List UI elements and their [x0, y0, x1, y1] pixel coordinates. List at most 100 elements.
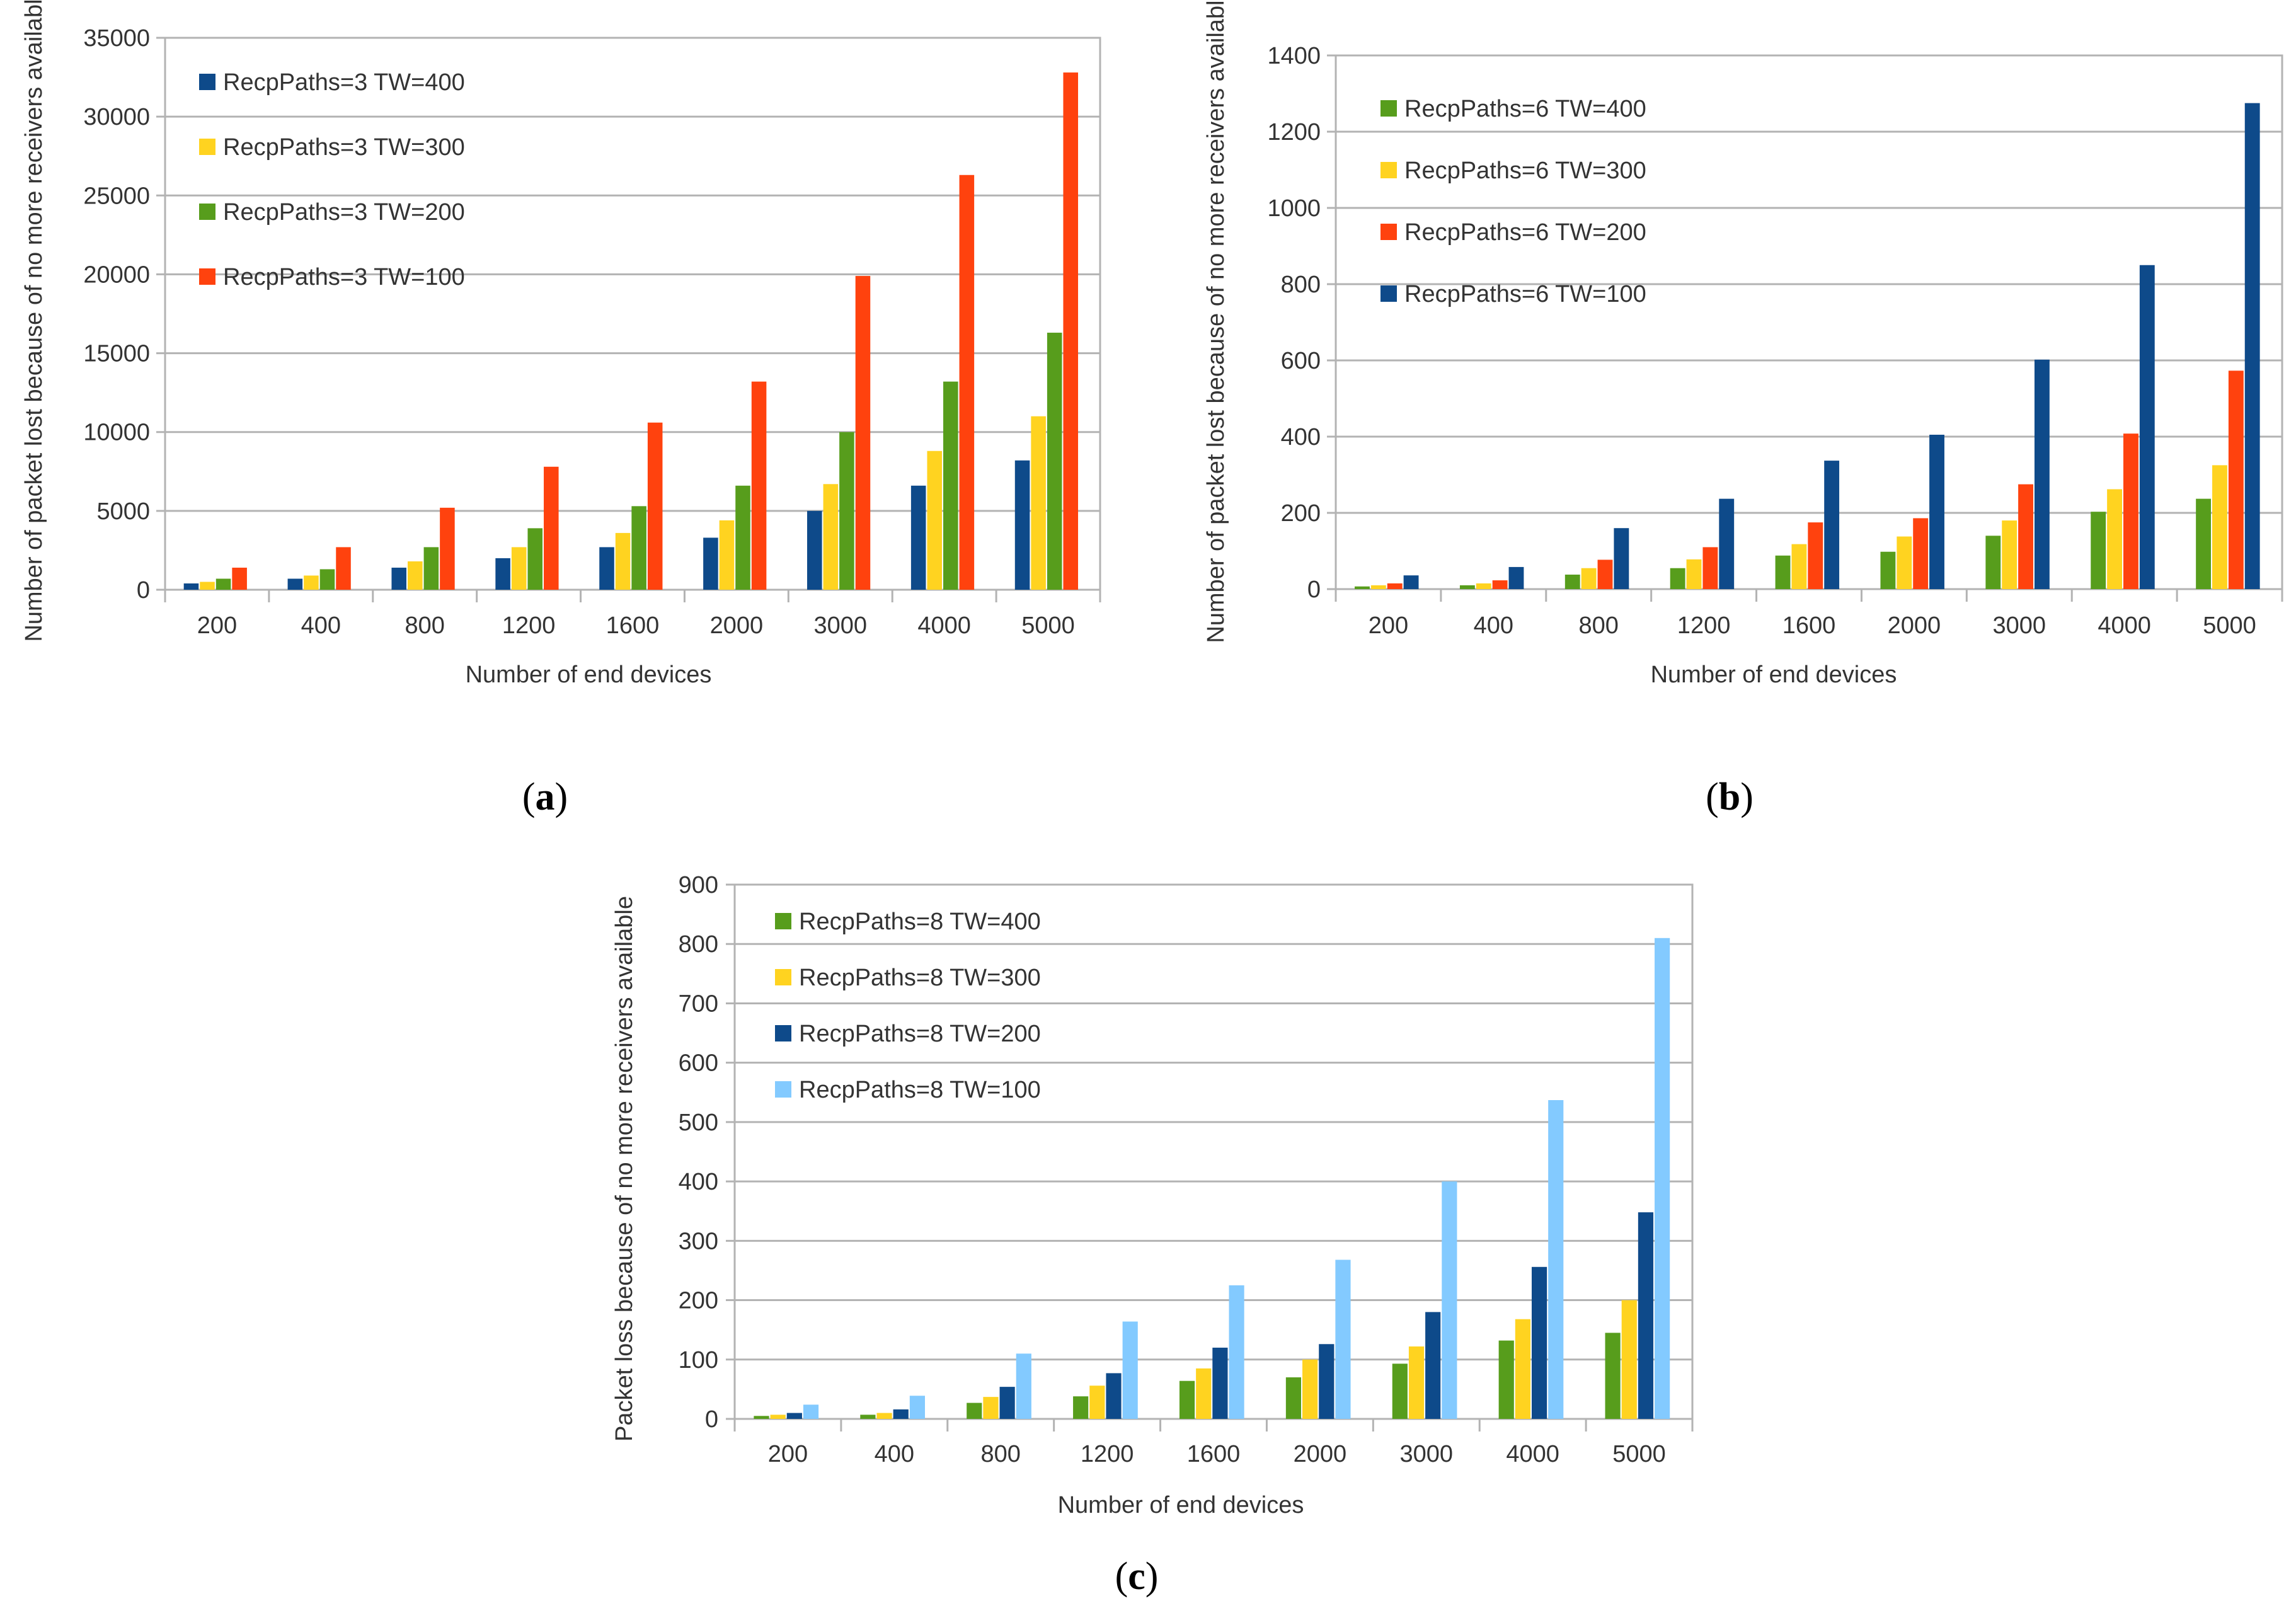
x-axis-label: Number of end devices	[466, 662, 712, 688]
bar-b-s2-800	[1581, 568, 1597, 589]
bar-c-s3-4000	[1531, 1266, 1547, 1419]
bar-b-s4-1200	[1719, 498, 1735, 589]
x-axis-label: Number of end devices	[1058, 1492, 1304, 1518]
bar-a-s2-3000	[823, 484, 839, 590]
bar-c-s3-200	[786, 1413, 802, 1419]
x-tick-label-200: 200	[197, 612, 237, 639]
x-tick-label-3000: 3000	[1993, 612, 2046, 639]
legend-label-1: RecpPaths=6 TW=400	[1404, 96, 1646, 122]
caption-a: (a)	[522, 776, 568, 818]
y-tick-label-2: 10000	[83, 420, 150, 446]
bar-c-s4-400	[909, 1396, 925, 1419]
bar-b-s3-2000	[1913, 518, 1929, 589]
bar-c-s4-800	[1016, 1353, 1031, 1419]
caption-close-paren: )	[1145, 1555, 1159, 1598]
bar-b-s3-1600	[1808, 522, 1823, 589]
legend-label-3: RecpPaths=8 TW=200	[799, 1021, 1041, 1047]
y-tick-label-6: 600	[679, 1050, 718, 1077]
bar-b-s3-5000	[2228, 370, 2244, 589]
x-tick-label-3000: 3000	[1400, 1441, 1454, 1467]
bar-c-s1-5000	[1605, 1333, 1621, 1419]
bar-a-s2-2000	[719, 520, 735, 590]
y-tick-label-7: 700	[679, 990, 718, 1017]
legend-label-2: RecpPaths=3 TW=300	[223, 134, 465, 161]
bar-b-s2-5000	[2212, 465, 2227, 589]
x-tick-label-5000: 5000	[1021, 612, 1075, 639]
x-tick-label-1600: 1600	[1782, 612, 1836, 639]
y-tick-label-4: 400	[679, 1169, 718, 1195]
bar-b-s1-400	[1459, 585, 1475, 589]
bar-a-s1-400	[287, 578, 303, 590]
bar-b-s1-1600	[1775, 555, 1791, 589]
bar-c-s1-3000	[1392, 1363, 1408, 1419]
bar-a-s4-3000	[855, 275, 871, 590]
x-tick-label-800: 800	[405, 612, 445, 639]
bar-b-s1-3000	[1985, 536, 2001, 589]
bar-a-s4-400	[336, 547, 351, 590]
bar-c-s4-1200	[1122, 1321, 1138, 1419]
bar-b-s4-2000	[1929, 434, 1944, 589]
caption-close-paren: )	[555, 776, 568, 818]
bar-b-s2-4000	[2107, 489, 2122, 589]
bar-c-s4-3000	[1442, 1181, 1457, 1419]
bar-c-s2-200	[770, 1414, 786, 1419]
y-tick-label-4: 800	[1281, 272, 1321, 298]
bar-b-s2-3000	[2002, 520, 2018, 589]
bar-b-s3-200	[1387, 583, 1403, 589]
bar-c-s2-1200	[1089, 1386, 1105, 1419]
bar-c-s4-200	[803, 1404, 819, 1419]
y-tick-label-7: 1400	[1267, 43, 1321, 69]
x-tick-label-200: 200	[768, 1441, 808, 1467]
y-tick-label-5: 500	[679, 1110, 718, 1136]
legend-swatch-1	[775, 913, 791, 929]
legend-label-4: RecpPaths=6 TW=100	[1404, 281, 1646, 307]
bar-b-s2-1600	[1791, 544, 1807, 589]
bar-c-s3-800	[999, 1387, 1015, 1419]
legend-swatch-2	[775, 969, 791, 985]
legend-label-1: RecpPaths=8 TW=400	[799, 909, 1041, 935]
bar-a-s1-1600	[599, 547, 614, 590]
x-tick-label-3000: 3000	[814, 612, 868, 639]
legend-swatch-4	[1380, 285, 1397, 302]
legend-label-2: RecpPaths=6 TW=300	[1404, 158, 1646, 184]
bar-b-s1-200	[1355, 586, 1370, 589]
bar-a-s2-4000	[927, 450, 943, 590]
bar-b-s3-3000	[2018, 484, 2033, 589]
bar-a-s1-2000	[703, 537, 718, 590]
bar-a-s4-1200	[544, 466, 559, 590]
bar-a-s2-5000	[1031, 416, 1046, 590]
x-tick-label-200: 200	[1369, 612, 1408, 639]
x-tick-label-400: 400	[875, 1441, 914, 1467]
legend-swatch-2	[1380, 162, 1397, 178]
bar-c-s3-1200	[1106, 1373, 1122, 1419]
bar-c-s2-1600	[1196, 1368, 1212, 1419]
x-tick-label-5000: 5000	[2203, 612, 2256, 639]
x-tick-label-400: 400	[301, 612, 341, 639]
bar-a-s1-800	[391, 567, 407, 590]
x-tick-label-2000: 2000	[710, 612, 764, 639]
bar-a-s4-2000	[751, 381, 767, 590]
legend-label-1: RecpPaths=3 TW=400	[223, 69, 465, 96]
x-tick-label-1600: 1600	[606, 612, 660, 639]
y-tick-label-7: 35000	[83, 25, 150, 52]
bar-b-s3-800	[1597, 559, 1613, 589]
x-tick-label-2000: 2000	[1888, 612, 1941, 639]
bar-a-s1-3000	[807, 510, 822, 590]
bar-c-s1-400	[860, 1414, 876, 1419]
x-tick-label-4000: 4000	[1506, 1441, 1559, 1467]
bar-b-s4-800	[1614, 528, 1629, 589]
y-tick-label-8: 800	[679, 931, 718, 958]
x-tick-label-2000: 2000	[1294, 1441, 1347, 1467]
bar-b-s2-1200	[1686, 559, 1702, 589]
bar-a-s3-400	[319, 569, 335, 590]
chart-b: 0 200 400 600 800 1000 1200 1400 200 400 800 1200 16…	[1203, 0, 2283, 818]
x-tick-label-800: 800	[981, 1441, 1021, 1467]
x-tick-label-1200: 1200	[1677, 612, 1731, 639]
legend-label-3: RecpPaths=6 TW=200	[1404, 219, 1646, 246]
legend-swatch-4	[775, 1081, 791, 1098]
bar-a-s1-4000	[910, 485, 926, 590]
bar-a-s2-800	[408, 561, 423, 590]
caption-letter: b	[1719, 776, 1740, 818]
y-tick-label-1: 5000	[96, 498, 150, 525]
bar-b-s4-5000	[2244, 103, 2260, 589]
